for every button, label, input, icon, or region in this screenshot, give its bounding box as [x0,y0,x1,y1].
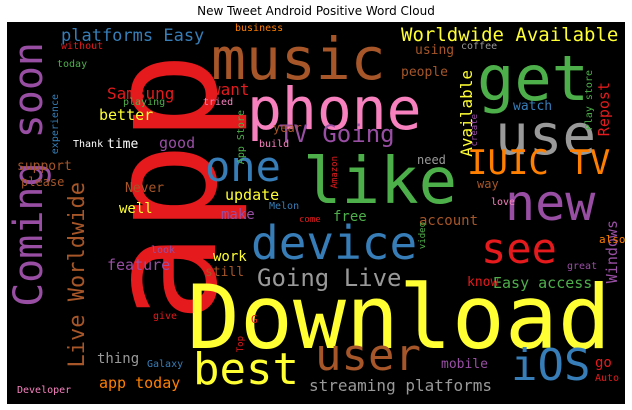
word-platforms-easy: platforms Easy [61,26,205,46]
word-feature: feature [107,256,171,274]
word-iuic-tv: IUIC TV [467,143,611,183]
word-auto: Auto [595,373,620,384]
word-music: music [211,25,386,93]
word-time: time [107,137,139,152]
word-developer: Developer [17,385,72,396]
word-repost: Repost [595,82,613,137]
word-well: well [119,201,153,217]
word-see: see [481,224,557,273]
word-also: also [599,233,625,246]
word-play-store: Play store [584,70,595,131]
word-thing: thing [97,351,140,367]
word-user: user [315,330,421,381]
word-thank: Thank [73,139,104,150]
word-know: know [467,275,499,290]
word-love: love [491,197,516,208]
word-still: still [205,265,245,280]
word-without: without [61,41,104,52]
word-easy-access: Easy access [493,274,593,292]
word-video: video [418,222,428,250]
word-give: give [153,311,178,322]
word-experience: experience [50,94,61,155]
word-melon: Melon [269,201,300,212]
word-new: new [505,174,596,232]
word-free: free [333,209,367,225]
word-tried: tried [203,97,234,108]
word-come: come [299,215,321,225]
word-one: one [205,142,281,191]
word-mobile: mobile [441,357,488,372]
word-great: great [567,261,598,272]
word-get: get [477,42,589,115]
word-build: build [259,139,290,150]
word-download: Download [187,266,611,369]
word-year: year [273,121,302,135]
word-cloud: app Download music phone get use like ne… [7,22,625,404]
word-create: create [470,114,480,147]
word-coffee: coffee [461,41,498,52]
word-make: make [221,207,255,223]
word-top: Top [236,336,246,353]
word-worldwide-available: Worldwide Available [401,24,619,46]
word-amazon: Amazon [330,156,340,189]
word-device: device [251,216,418,270]
word-windows: Windows [603,220,621,284]
word-please: please [21,175,65,189]
word-use: use [495,103,597,168]
word-update: update [225,186,280,204]
word-live-worldwide: Live Worldwide [65,182,90,368]
word-today: today [57,59,88,70]
word-business: business [235,23,284,34]
word-good: good [159,134,196,152]
word-watch: watch [513,99,553,114]
word-samsung: Samsung [107,84,175,103]
word-going-live: Going Live [257,264,402,292]
word-way: way [477,177,499,191]
word-g: G [251,313,258,326]
word-tv-going: TV Going [279,120,395,148]
word-ios: iOS [511,340,591,391]
word-app-today: app today [99,374,181,392]
word-work: work [213,249,247,265]
word-streaming-platforms: streaming platforms [309,376,493,395]
word-want: want [211,80,250,99]
word-using: using [415,43,455,58]
figure-title: New Tweet Android Positive Word Cloud [197,4,435,18]
word-app-store: App Store [236,110,247,165]
word-support: support [17,159,72,174]
word-need: need [417,153,446,167]
word-phone: phone [247,75,422,143]
word-account: account [419,213,479,229]
word-playing: playing [123,97,166,108]
word-never: Never [125,181,165,196]
word-go: go [595,355,612,371]
word-like: like [303,145,458,219]
word-best: best [193,344,299,395]
word-better: better [99,106,154,124]
word-galaxy: Galaxy [147,359,184,370]
word-people: people [401,65,448,80]
word-look: look [151,245,176,256]
